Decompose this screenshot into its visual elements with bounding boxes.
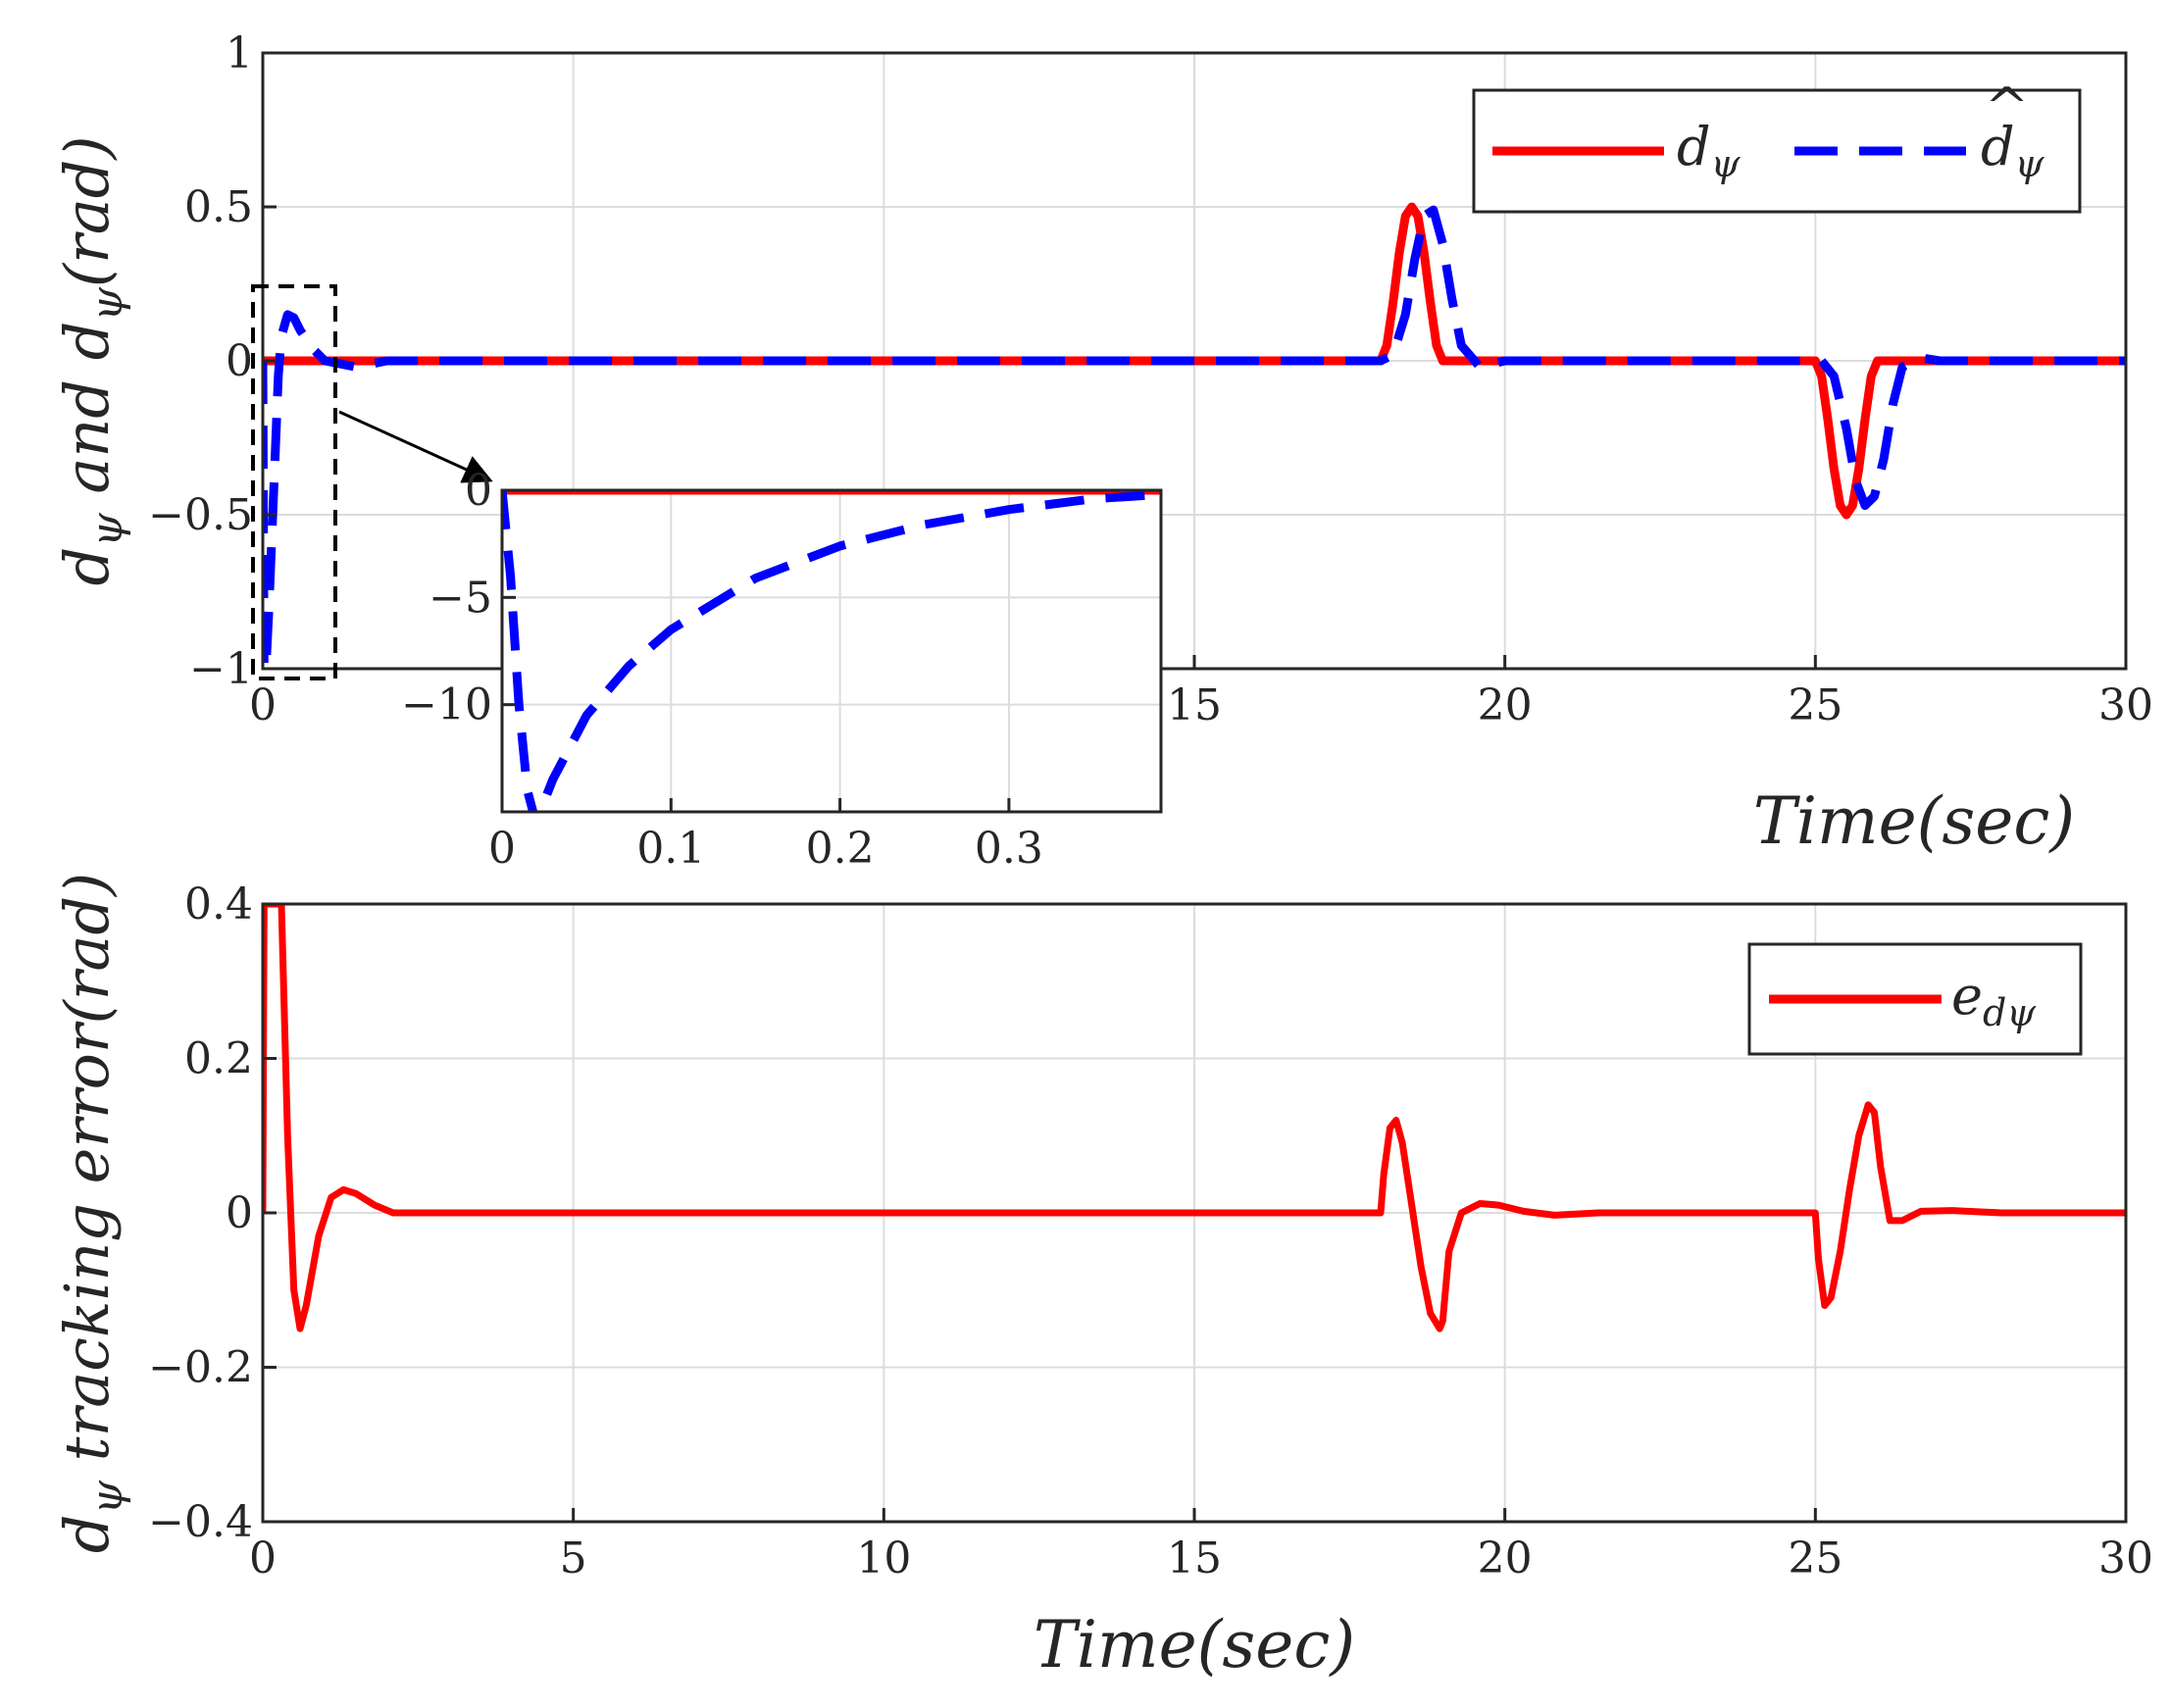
zoom-arrow <box>338 410 493 483</box>
bottom-series-lines <box>263 904 2126 1332</box>
x-tick-label: 0 <box>488 824 516 874</box>
y-tick-label: 0.5 <box>184 182 253 232</box>
top-y-ticks: −1 −0.5 0 0.5 1 <box>148 28 277 694</box>
x-tick-label: 0.3 <box>975 824 1043 874</box>
x-tick-label: 15 <box>1167 1533 1222 1583</box>
y-tick-label: 1 <box>226 28 253 78</box>
legend-label-d-hat-psi: dψ <box>1981 116 2045 185</box>
bottom-axes: 0 5 10 15 20 25 30 −0.4 −0.2 0 0.2 0.4 edψ Time(se… <box>51 873 2153 1683</box>
legend-label-d-psi: dψ <box>1677 116 1741 185</box>
top-legend: dψ dψ ^ <box>1472 76 2082 214</box>
inset-y-ticks: −10 −5 0 <box>401 466 516 730</box>
x-tick-label: 20 <box>1478 680 1533 730</box>
y-tick-label: −0.4 <box>148 1497 253 1547</box>
x-tick-label: 0.1 <box>636 824 705 874</box>
x-tick-label: 5 <box>560 1533 587 1583</box>
x-tick-label: 15 <box>1167 680 1222 730</box>
x-tick-label: 10 <box>856 1533 911 1583</box>
bottom-x-ticks: 0 5 10 15 20 25 30 <box>249 1508 2153 1583</box>
y-tick-label: −1 <box>189 644 253 694</box>
svg-text:dψ and dψ(rad): dψ and dψ(rad) <box>51 135 132 585</box>
zoom-region-box <box>251 284 337 680</box>
y-tick-label: −5 <box>429 573 492 623</box>
y-tick-label: −0.2 <box>148 1343 253 1393</box>
inset-axes: 0 0.1 0.2 0.3 −10 −5 0 <box>401 466 1163 874</box>
legend-hat-mark: ^ <box>1985 76 2029 138</box>
inset-axes-frame <box>500 488 1163 814</box>
y-tick-label: 0.4 <box>184 879 253 929</box>
x-tick-label: 30 <box>2098 1533 2153 1583</box>
bottom-x-label: Time(sec) <box>1034 1607 1355 1683</box>
series-line-estimate <box>263 205 2126 669</box>
top-series-lines <box>263 202 2126 669</box>
top-x-label: Time(sec) <box>1753 783 2075 859</box>
inset-series-lines <box>502 490 1161 812</box>
x-tick-label: 25 <box>1788 1533 1842 1583</box>
bottom-y-label: dψ tracking error(rad) <box>51 873 132 1554</box>
svg-text:dψ tracking error(rad): dψ tracking error(rad) <box>51 873 132 1554</box>
x-tick-label: 0.2 <box>806 824 875 874</box>
x-tick-label: 30 <box>2098 680 2153 730</box>
inset-x-ticks: 0 0.1 0.2 0.3 <box>488 798 1043 874</box>
y-tick-label: −0.5 <box>148 490 253 540</box>
y-tick-label: −10 <box>401 680 492 730</box>
top-y-label: dψ and dψ(rad) <box>51 135 132 585</box>
y-tick-label: 0 <box>226 1188 253 1238</box>
series-line-estimate <box>502 490 1161 812</box>
y-tick-label: 0.2 <box>184 1034 253 1084</box>
y-tick-label: 0 <box>226 336 253 386</box>
bottom-legend: edψ <box>1747 942 2083 1056</box>
bottom-y-ticks: −0.4 −0.2 0 0.2 0.4 <box>148 879 277 1547</box>
x-tick-label: 20 <box>1478 1533 1533 1583</box>
series-line-actual <box>263 904 2126 1332</box>
legend-label-e-d-psi: edψ <box>1951 965 2037 1034</box>
x-tick-label: 0 <box>249 680 277 730</box>
x-tick-label: 0 <box>249 1533 277 1583</box>
x-tick-label: 25 <box>1788 680 1842 730</box>
y-tick-label: 0 <box>465 466 492 516</box>
